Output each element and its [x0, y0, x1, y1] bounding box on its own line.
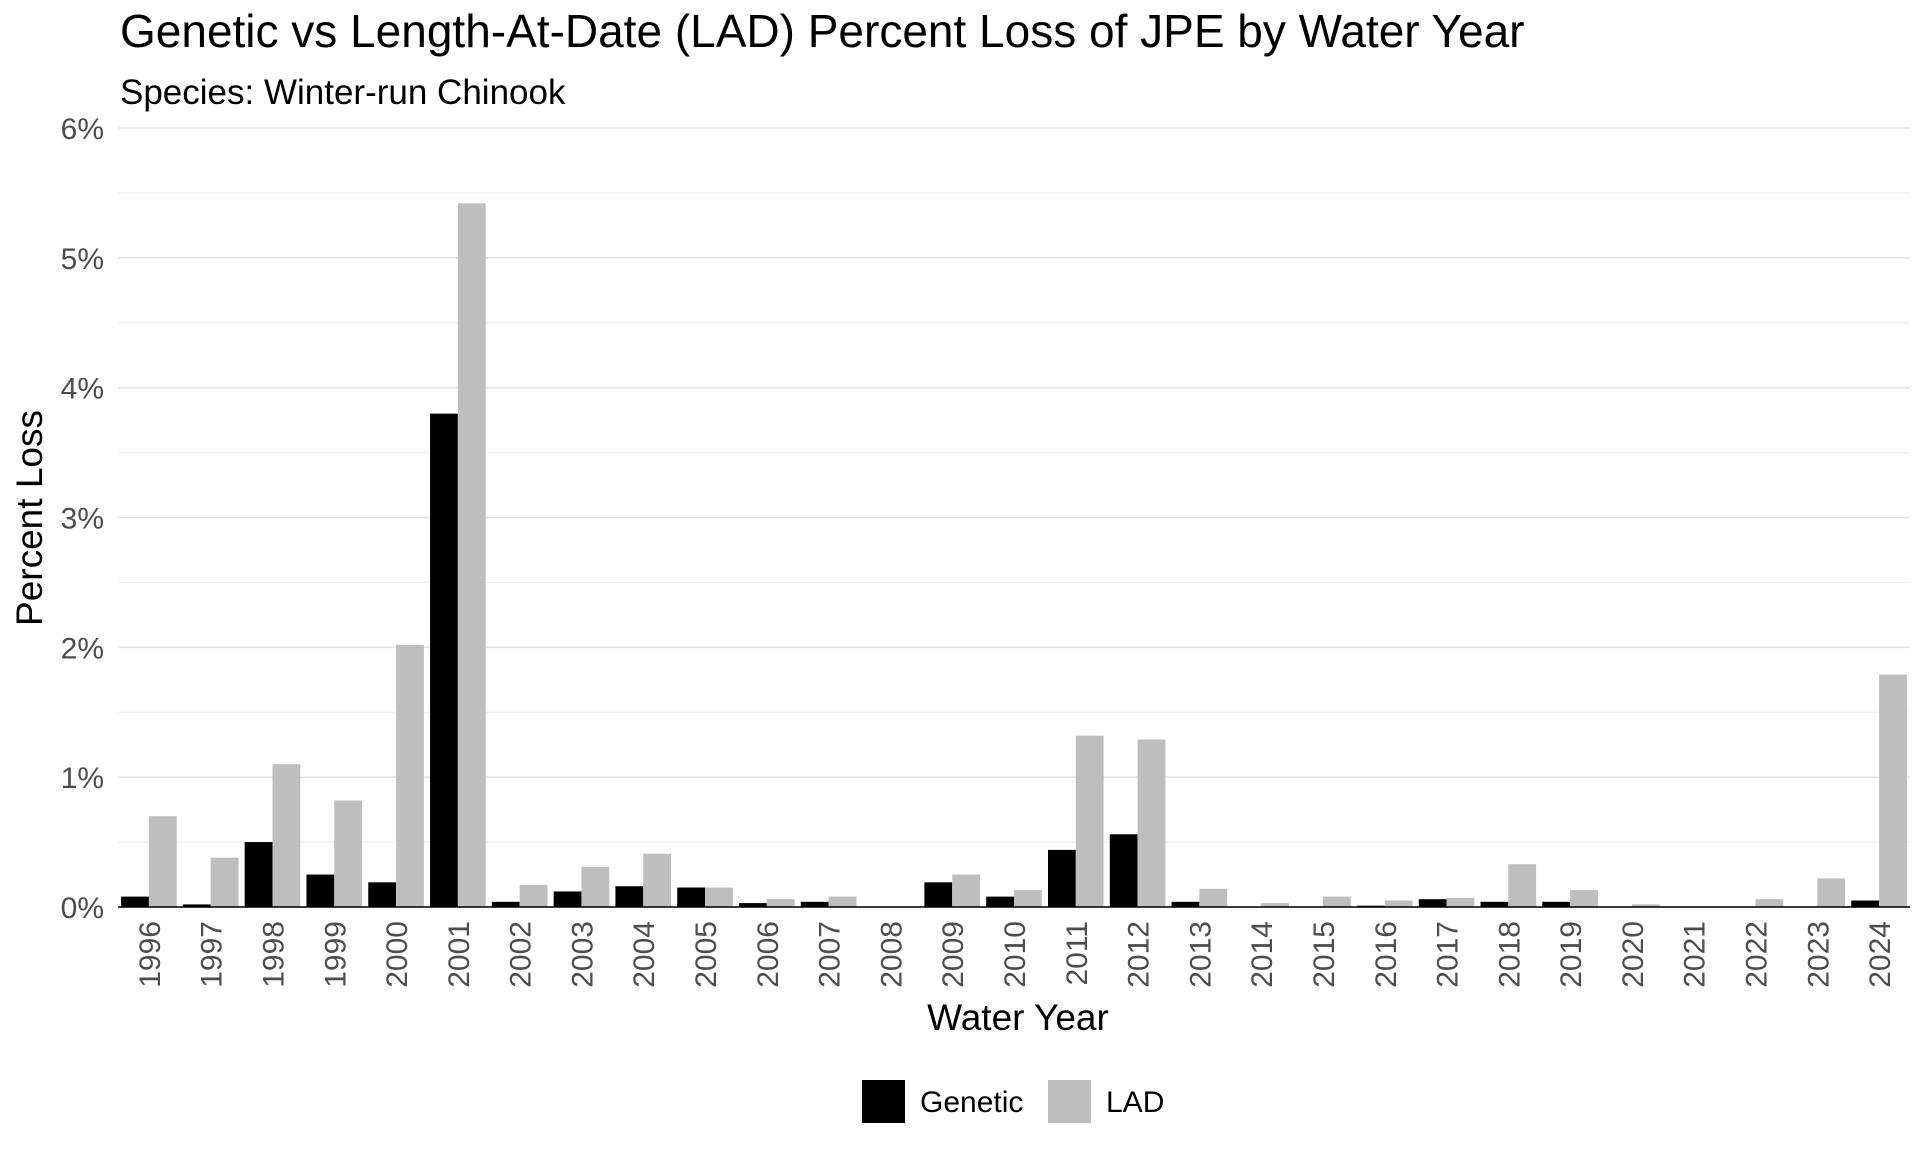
- bar-lad-2015: [1322, 896, 1351, 907]
- y-tick-label: 5%: [61, 243, 104, 276]
- y-tick-label: 3%: [61, 503, 104, 536]
- bar-lad-1996: [148, 816, 177, 907]
- bar-genetic-2002: [491, 901, 520, 907]
- bar-lad-1998: [272, 764, 301, 907]
- bar-lad-2016: [1384, 900, 1413, 907]
- x-tick-label: 2001: [443, 921, 476, 988]
- x-tick-label: 1999: [319, 921, 352, 988]
- bar-lad-2005: [705, 887, 733, 907]
- bar-lad-2012: [1137, 739, 1166, 907]
- y-tick-label: 2%: [61, 632, 104, 665]
- bar-genetic-2004: [615, 886, 644, 907]
- bar-lad-2019: [1570, 890, 1598, 907]
- x-tick-label: 2022: [1741, 921, 1774, 988]
- x-tick-label: 2012: [1123, 921, 1156, 988]
- legend-swatch-lad: [1048, 1080, 1091, 1123]
- bar-genetic-2003: [553, 891, 582, 907]
- x-tick-label: 2017: [1432, 921, 1465, 988]
- x-tick-label: 2019: [1555, 921, 1588, 988]
- bar-lad-2022: [1755, 899, 1784, 907]
- x-tick-label: 2014: [1246, 921, 1279, 988]
- bar-genetic-2001: [430, 413, 458, 907]
- bar-lad-2004: [643, 853, 672, 907]
- bar-genetic-1996: [121, 896, 149, 907]
- bar-genetic-2010: [986, 896, 1014, 907]
- chart-title: Genetic vs Length-At-Date (LAD) Percent …: [120, 5, 1525, 57]
- x-tick-label: 2010: [999, 921, 1032, 988]
- y-tick-label: 4%: [61, 373, 104, 406]
- gridlines: [118, 127, 1910, 908]
- x-tick-label: 2021: [1679, 921, 1712, 988]
- x-tick-label: 2024: [1864, 921, 1897, 988]
- x-tick-label: 2006: [752, 921, 785, 988]
- bar-genetic-1999: [306, 874, 335, 907]
- bar-genetic-2006: [739, 903, 767, 907]
- bar-lad-2018: [1508, 864, 1537, 907]
- bar-lad-2020: [1631, 904, 1660, 907]
- x-axis-label: Water Year: [927, 997, 1109, 1038]
- bar-genetic-2013: [1171, 901, 1200, 907]
- bar-lad-2010: [1014, 890, 1042, 907]
- bar-lad-1997: [210, 857, 239, 907]
- bars-group: [121, 203, 1907, 907]
- x-tick-label: 2003: [566, 921, 599, 988]
- x-tick-label: 2018: [1493, 921, 1526, 988]
- x-tick-label: 2007: [814, 921, 847, 988]
- bar-lad-2001: [457, 203, 486, 907]
- bar-lad-2002: [519, 884, 548, 907]
- bar-genetic-2011: [1047, 849, 1076, 907]
- bar-genetic-1998: [244, 842, 273, 907]
- y-tick-label: 6%: [61, 113, 104, 146]
- x-tick-label: 2005: [690, 921, 723, 988]
- bar-genetic-2017: [1418, 899, 1447, 907]
- bar-lad-2017: [1446, 897, 1475, 907]
- x-tick-label: 2008: [875, 921, 908, 988]
- legend: Genetic LAD: [862, 1080, 1164, 1123]
- x-tick-label: 2020: [1617, 921, 1650, 988]
- x-tick-label: 1996: [134, 921, 167, 988]
- bar-genetic-2007: [800, 901, 829, 907]
- x-tick-label: 2011: [1061, 921, 1094, 986]
- bar-genetic-2019: [1542, 901, 1571, 907]
- bar-genetic-2012: [1109, 834, 1138, 907]
- x-tick-label: 2016: [1370, 921, 1403, 988]
- x-tick-label: 1998: [257, 921, 290, 988]
- bar-lad-2003: [581, 866, 610, 907]
- bar-genetic-2009: [924, 882, 953, 907]
- bar-genetic-2000: [368, 882, 397, 907]
- y-tick-labels: 0% 1% 2% 3% 4% 5% 6%: [61, 113, 104, 925]
- bar-lad-2023: [1817, 878, 1846, 907]
- x-tick-label: 2013: [1184, 921, 1217, 988]
- bar-lad-2006: [766, 899, 795, 907]
- chart-subtitle: Species: Winter-run Chinook: [120, 73, 566, 112]
- y-axis-label: Percent Loss: [9, 410, 50, 626]
- x-tick-label: 2015: [1308, 921, 1341, 988]
- bar-genetic-2024: [1851, 900, 1880, 907]
- bar-lad-2000: [396, 644, 424, 907]
- legend-swatch-genetic: [862, 1080, 905, 1123]
- bar-lad-2011: [1075, 735, 1104, 907]
- bar-lad-2013: [1199, 888, 1228, 907]
- x-tick-labels: 1996 1997 1998 1999 2000 2001 2002 2003 2004 2005…: [134, 921, 1897, 988]
- x-tick-label: 2002: [505, 921, 538, 988]
- bar-lad-2007: [828, 896, 857, 907]
- x-tick-label: 2009: [937, 921, 970, 988]
- x-tick-label: 2004: [628, 921, 661, 988]
- bar-genetic-2018: [1480, 901, 1509, 907]
- x-tick-label: 1997: [196, 921, 229, 988]
- bar-genetic-1997: [182, 904, 211, 907]
- x-tick-label: 2000: [381, 921, 414, 988]
- bar-lad-2024: [1879, 674, 1907, 907]
- y-tick-label: 1%: [61, 762, 104, 795]
- bar-lad-1999: [334, 800, 363, 907]
- legend-label-genetic: Genetic: [920, 1086, 1023, 1119]
- bar-lad-2009: [952, 874, 981, 907]
- x-tick-label: 2023: [1802, 921, 1835, 988]
- bar-lad-2014: [1261, 903, 1289, 907]
- bar-genetic-2005: [677, 887, 706, 907]
- legend-label-lad: LAD: [1106, 1086, 1164, 1119]
- y-tick-label: 0%: [61, 892, 104, 925]
